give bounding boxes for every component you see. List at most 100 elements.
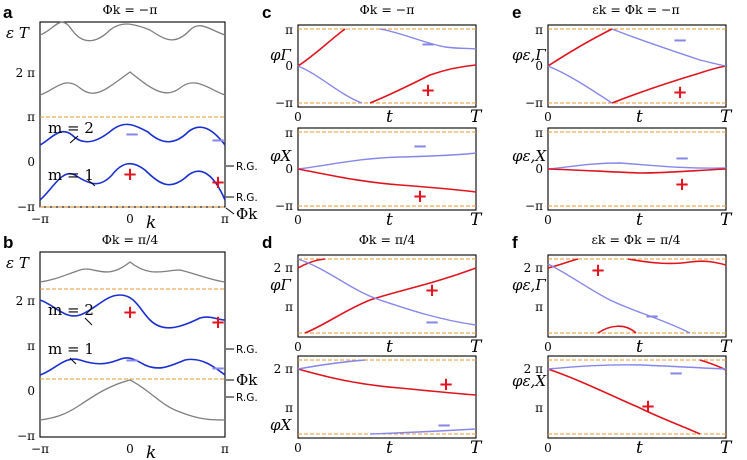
e-top-xlabel-t: t xyxy=(636,107,643,127)
d-bot-red xyxy=(297,368,477,396)
d-bot-ylabel: φX xyxy=(270,416,293,434)
f-top-blue xyxy=(547,263,691,334)
d-top-ytick-2pi: 2 π xyxy=(274,261,293,275)
e-top-red-b xyxy=(611,65,727,104)
title-f: εk = Φk = π/4 xyxy=(591,232,680,247)
title-a: Φk = −π xyxy=(103,2,158,17)
e-top-xtick-0: 0 xyxy=(544,110,552,124)
panel-label-d: d xyxy=(262,233,272,252)
a-sign-plus-edge: + xyxy=(210,172,225,193)
b-gray-band-above xyxy=(39,261,226,283)
e-top-ytick-pi: π xyxy=(535,23,543,37)
a-rg-label-2: R.G. xyxy=(236,192,258,204)
b-ytick-pi: π xyxy=(27,339,35,353)
panel-label-c: c xyxy=(262,3,271,22)
e-top-ylabel: φε,Γ xyxy=(512,46,546,64)
b-phik-label: Φk xyxy=(236,371,258,389)
b-ytick-0: 0 xyxy=(27,384,35,398)
b-sign-minus-edge: − xyxy=(210,358,225,379)
d-bot-blue-a xyxy=(297,359,366,370)
frame-e-bottom xyxy=(547,127,727,211)
panel-label-e: e xyxy=(512,3,521,22)
a-ytick-pi: π xyxy=(27,110,35,124)
e-top-red-a xyxy=(547,28,613,67)
title-c: Φk = −π xyxy=(360,2,415,17)
f-top-ytick-2pi: 2 π xyxy=(524,261,543,275)
b-xtick-mpi: −π xyxy=(31,442,49,456)
b-sign-minus-center: − xyxy=(124,350,139,371)
c-top-red-a xyxy=(297,28,346,67)
e-bot-red xyxy=(547,168,727,174)
b-gray-band-below xyxy=(39,379,226,421)
frame-d-bottom xyxy=(297,355,477,439)
f-bot-minus: − xyxy=(668,363,683,384)
d-top-plus: + xyxy=(424,280,439,301)
b-ytick-2pi: 2 π xyxy=(16,294,35,308)
d-top-ytick-pi: π xyxy=(285,300,293,314)
a-blue-band-m1 xyxy=(39,162,226,201)
b-xlabel: k xyxy=(146,443,156,460)
f-bot-ytick-pi: π xyxy=(535,401,543,415)
c-top-ylabel: φΓ xyxy=(270,46,292,64)
d-top-xlabel-T: T xyxy=(470,337,483,357)
panel-label-b: b xyxy=(3,233,13,252)
b-sign-plus-center: + xyxy=(122,302,137,323)
d-bot-plus: + xyxy=(438,374,453,395)
frame-f-bottom xyxy=(547,355,727,439)
d-bot-minus: − xyxy=(436,415,451,436)
a-rg-label-1: R.G. xyxy=(236,161,258,173)
d-top-minus: − xyxy=(424,312,439,333)
a-xtick-pi: π xyxy=(221,212,229,226)
c-top-blue-b xyxy=(379,28,477,50)
frame-c-top xyxy=(297,24,477,108)
f-top-xlabel-T: T xyxy=(720,337,733,357)
b-label-m2: m = 2 xyxy=(48,301,94,319)
f-top-xtick-0: 0 xyxy=(544,340,552,354)
e-bot-minus: − xyxy=(674,148,689,169)
f-bot-ytick-2pi: 2 π xyxy=(524,362,543,376)
a-arrow-m1 xyxy=(87,179,96,187)
d-top-xtick-0: 0 xyxy=(294,340,302,354)
b-sign-plus-edge: + xyxy=(210,312,225,333)
d-top-blue xyxy=(297,258,477,326)
e-top-ytick-mpi: −π xyxy=(525,96,543,110)
f-bot-plus: + xyxy=(640,396,655,417)
f-top-plus: + xyxy=(590,260,605,281)
f-top-red-b xyxy=(627,258,727,266)
c-top-ytick-pi: π xyxy=(285,23,293,37)
e-bot-ytick-mpi: −π xyxy=(525,199,543,213)
a-label-m2: m = 2 xyxy=(48,119,94,137)
a-ytick-0: 0 xyxy=(27,155,35,169)
a-gray-band-4 xyxy=(39,21,226,42)
d-top-red-b xyxy=(304,267,477,334)
d-top-red-a xyxy=(297,258,326,269)
b-arrow-m1 xyxy=(69,357,77,365)
e-bot-ylabel: φε,X xyxy=(512,147,547,165)
panel-label-a: a xyxy=(3,3,13,22)
c-bot-ytick-mpi: −π xyxy=(275,199,293,213)
f-bot-xlabel-t: t xyxy=(636,438,643,458)
c-top-blue-a xyxy=(297,65,363,104)
b-rg-label-1: R.G. xyxy=(236,344,258,356)
d-bot-ytick-2pi: 2 π xyxy=(274,362,293,376)
a-sign-minus-edge: − xyxy=(210,130,225,151)
e-bot-xtick-0: 0 xyxy=(544,213,552,227)
a-ytick-mpi: −π xyxy=(17,200,35,214)
frame-d-top xyxy=(297,254,477,338)
f-top-red-c xyxy=(597,325,637,334)
c-top-xtick-0: 0 xyxy=(294,110,302,124)
a-gray-band-3 xyxy=(39,71,226,96)
e-bot-xlabel-T: T xyxy=(720,210,733,230)
a-xtick-mpi: −π xyxy=(31,212,49,226)
title-b: Φk = π/4 xyxy=(102,232,159,247)
a-arrow-m2 xyxy=(69,135,79,144)
e-bot-ytick-0: 0 xyxy=(535,162,543,176)
c-bot-xlabel-T: T xyxy=(470,210,483,230)
c-bot-xlabel-t: t xyxy=(386,210,393,230)
f-top-xlabel-t: t xyxy=(636,337,643,357)
f-bot-xtick-0: 0 xyxy=(544,441,552,455)
e-top-minus: − xyxy=(672,30,687,51)
c-bot-ytick-0: 0 xyxy=(285,162,293,176)
b-blue-band-m1 xyxy=(39,357,226,376)
